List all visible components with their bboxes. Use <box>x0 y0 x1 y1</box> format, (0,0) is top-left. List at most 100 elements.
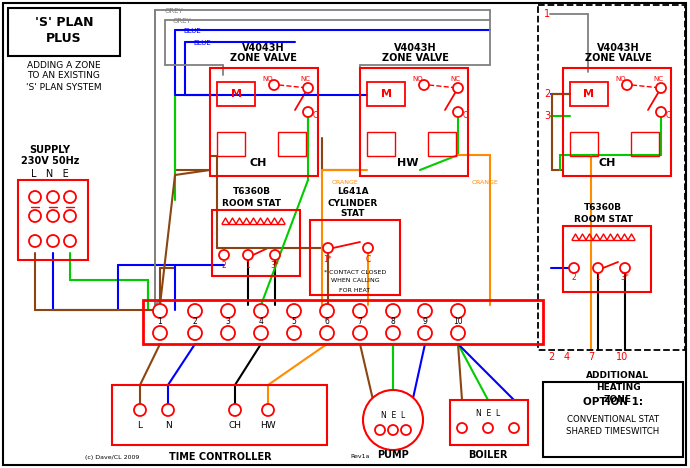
Circle shape <box>453 107 463 117</box>
Circle shape <box>320 326 334 340</box>
Text: N: N <box>165 421 171 430</box>
Text: TO AN EXISTING: TO AN EXISTING <box>28 72 101 80</box>
Text: PUMP: PUMP <box>377 450 409 460</box>
Circle shape <box>656 83 666 93</box>
Circle shape <box>418 304 432 318</box>
Text: 3: 3 <box>226 317 230 327</box>
Bar <box>367 82 405 106</box>
Text: SUPPLY: SUPPLY <box>30 145 70 155</box>
Circle shape <box>303 83 313 93</box>
Text: C: C <box>462 110 468 119</box>
Text: T6360B: T6360B <box>584 204 622 212</box>
Text: NC: NC <box>300 76 310 82</box>
Circle shape <box>153 304 167 318</box>
Circle shape <box>622 80 632 90</box>
Circle shape <box>29 210 41 222</box>
Bar <box>563 68 671 176</box>
Circle shape <box>656 107 666 117</box>
Circle shape <box>270 250 280 260</box>
Text: L641A: L641A <box>337 188 369 197</box>
Text: HW: HW <box>397 158 419 168</box>
Bar <box>538 5 685 350</box>
Text: ROOM STAT: ROOM STAT <box>222 198 282 207</box>
Circle shape <box>303 107 313 117</box>
Text: N  E  L: N E L <box>476 409 500 417</box>
Bar <box>570 132 598 156</box>
Bar <box>217 82 255 106</box>
Text: 6: 6 <box>324 317 329 327</box>
Circle shape <box>483 423 493 433</box>
Text: 3*: 3* <box>620 273 629 283</box>
Circle shape <box>418 326 432 340</box>
Circle shape <box>386 304 400 318</box>
Text: 'S' PLAN: 'S' PLAN <box>34 16 93 29</box>
Bar <box>8 8 120 56</box>
Text: ROOM STAT: ROOM STAT <box>573 214 633 224</box>
Circle shape <box>620 263 630 273</box>
Circle shape <box>262 404 274 416</box>
Text: BLUE: BLUE <box>183 28 201 34</box>
Text: BLUE: BLUE <box>193 40 210 46</box>
Circle shape <box>153 326 167 340</box>
Text: 10: 10 <box>453 317 463 327</box>
Text: 10: 10 <box>616 352 628 362</box>
Text: 2: 2 <box>571 273 576 283</box>
Text: L: L <box>137 421 143 430</box>
Text: 2: 2 <box>193 317 197 327</box>
Text: 2: 2 <box>221 261 226 270</box>
Circle shape <box>363 390 423 450</box>
Circle shape <box>419 80 429 90</box>
Bar <box>278 132 306 156</box>
Text: V4043H: V4043H <box>241 43 284 53</box>
Text: STAT: STAT <box>341 210 365 219</box>
Text: ZONE VALVE: ZONE VALVE <box>382 53 448 63</box>
Circle shape <box>401 425 411 435</box>
Circle shape <box>254 326 268 340</box>
Text: C: C <box>665 110 671 119</box>
Circle shape <box>162 404 174 416</box>
Text: L   N   E: L N E <box>31 169 69 179</box>
Text: 2: 2 <box>548 352 554 362</box>
Circle shape <box>47 210 59 222</box>
Text: M: M <box>584 89 595 99</box>
Text: T6360B: T6360B <box>233 188 271 197</box>
Text: N  E  L: N E L <box>381 410 405 419</box>
Text: NO: NO <box>263 76 273 82</box>
Bar <box>210 68 318 176</box>
Bar <box>428 132 456 156</box>
Text: NO: NO <box>413 76 423 82</box>
Bar <box>18 180 88 260</box>
Text: M: M <box>230 89 241 99</box>
Text: 3: 3 <box>544 111 550 121</box>
Text: GREY: GREY <box>173 18 192 24</box>
Bar <box>570 82 608 106</box>
Bar <box>563 226 651 292</box>
Circle shape <box>509 423 519 433</box>
Text: C: C <box>366 256 371 264</box>
Bar <box>631 132 659 156</box>
Circle shape <box>188 326 202 340</box>
Circle shape <box>287 326 301 340</box>
Text: V4043H: V4043H <box>597 43 640 53</box>
Circle shape <box>221 304 235 318</box>
Bar <box>360 68 468 176</box>
Text: NC: NC <box>653 76 663 82</box>
Text: CYLINDER: CYLINDER <box>328 198 378 207</box>
Bar <box>112 385 327 445</box>
Circle shape <box>363 243 373 253</box>
Circle shape <box>320 304 334 318</box>
Text: GREY: GREY <box>165 8 184 14</box>
Text: 2: 2 <box>544 89 550 99</box>
Circle shape <box>375 425 385 435</box>
Text: ADDITIONAL: ADDITIONAL <box>586 372 649 380</box>
Text: ORANGE: ORANGE <box>332 180 359 184</box>
Bar <box>143 300 543 344</box>
Text: * CONTACT CLOSED: * CONTACT CLOSED <box>324 270 386 275</box>
Circle shape <box>47 191 59 203</box>
Circle shape <box>323 243 333 253</box>
Circle shape <box>134 404 146 416</box>
Text: M: M <box>380 89 391 99</box>
Text: 1: 1 <box>157 317 162 327</box>
Text: 'S' PLAN SYSTEM: 'S' PLAN SYSTEM <box>26 82 102 92</box>
Circle shape <box>353 326 367 340</box>
